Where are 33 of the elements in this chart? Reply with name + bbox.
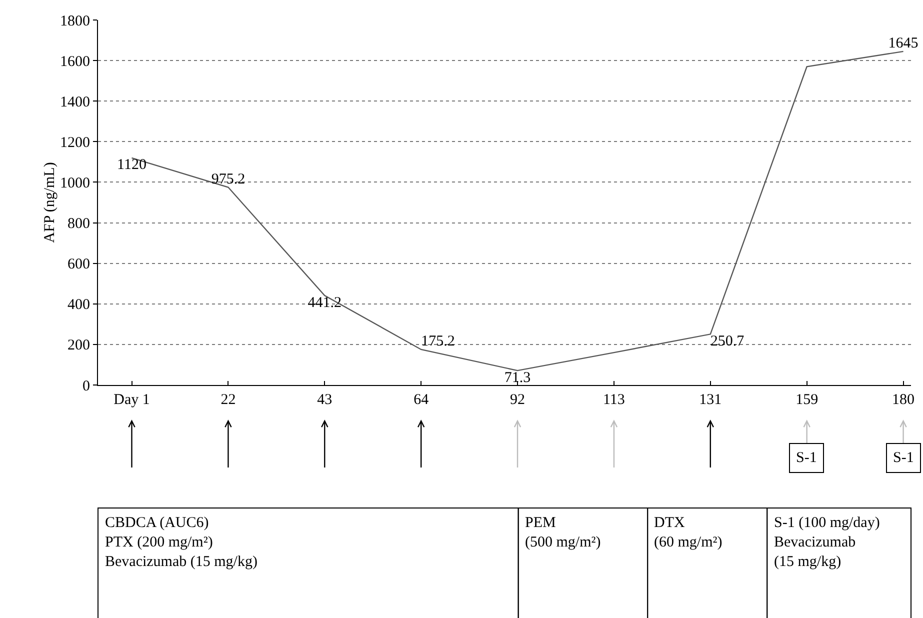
y-tick-label: 400 — [68, 297, 90, 314]
x-tick-label: Day 1 — [114, 392, 150, 408]
text: PEM (500 mg/m²) — [525, 515, 601, 550]
y-tick-label: 600 — [68, 256, 90, 273]
y-tick-label: 1800 — [60, 13, 90, 30]
x-tick-label: 113 — [602, 392, 625, 408]
y-tick-label: 1400 — [60, 94, 90, 110]
text: S-1 — [796, 450, 817, 466]
y-tick-label: 800 — [68, 216, 90, 232]
y-tick-label: 200 — [68, 338, 90, 354]
data-label: 1645 — [888, 36, 918, 52]
text: S-1 (100 mg/day) Bevacizumab (15 mg/kg) — [774, 515, 880, 570]
y-tick-label: 1600 — [60, 54, 90, 70]
x-tick-label: 131 — [699, 392, 722, 408]
x-tick-label: 159 — [796, 392, 818, 408]
text: S-1 — [893, 450, 914, 466]
data-label: 441.2 — [308, 294, 342, 311]
data-label: 175.2 — [421, 334, 455, 350]
y-tick-label: 1200 — [60, 134, 90, 151]
text: CBDCA (AUC6) PTX (200 mg/m²) Bevacizumab (15 mg/kg) — [105, 515, 258, 570]
data-label: 975.2 — [211, 172, 246, 188]
y-tick-label: 0 — [82, 378, 90, 394]
y-axis-title: AFP (ng/mL) — [42, 162, 58, 243]
x-tick-label: 43 — [317, 392, 332, 408]
x-tick-label: 22 — [220, 392, 236, 408]
data-label: 250.7 — [710, 333, 745, 350]
text: DTX (60 mg/m²) — [654, 515, 722, 550]
x-tick-label: 92 — [510, 392, 526, 408]
data-label: 1120 — [117, 157, 146, 174]
x-tick-label: 180 — [892, 392, 915, 408]
x-tick-label: 64 — [414, 392, 430, 408]
data-label: 71.3 — [504, 370, 531, 386]
y-tick-label: 1000 — [60, 175, 90, 192]
